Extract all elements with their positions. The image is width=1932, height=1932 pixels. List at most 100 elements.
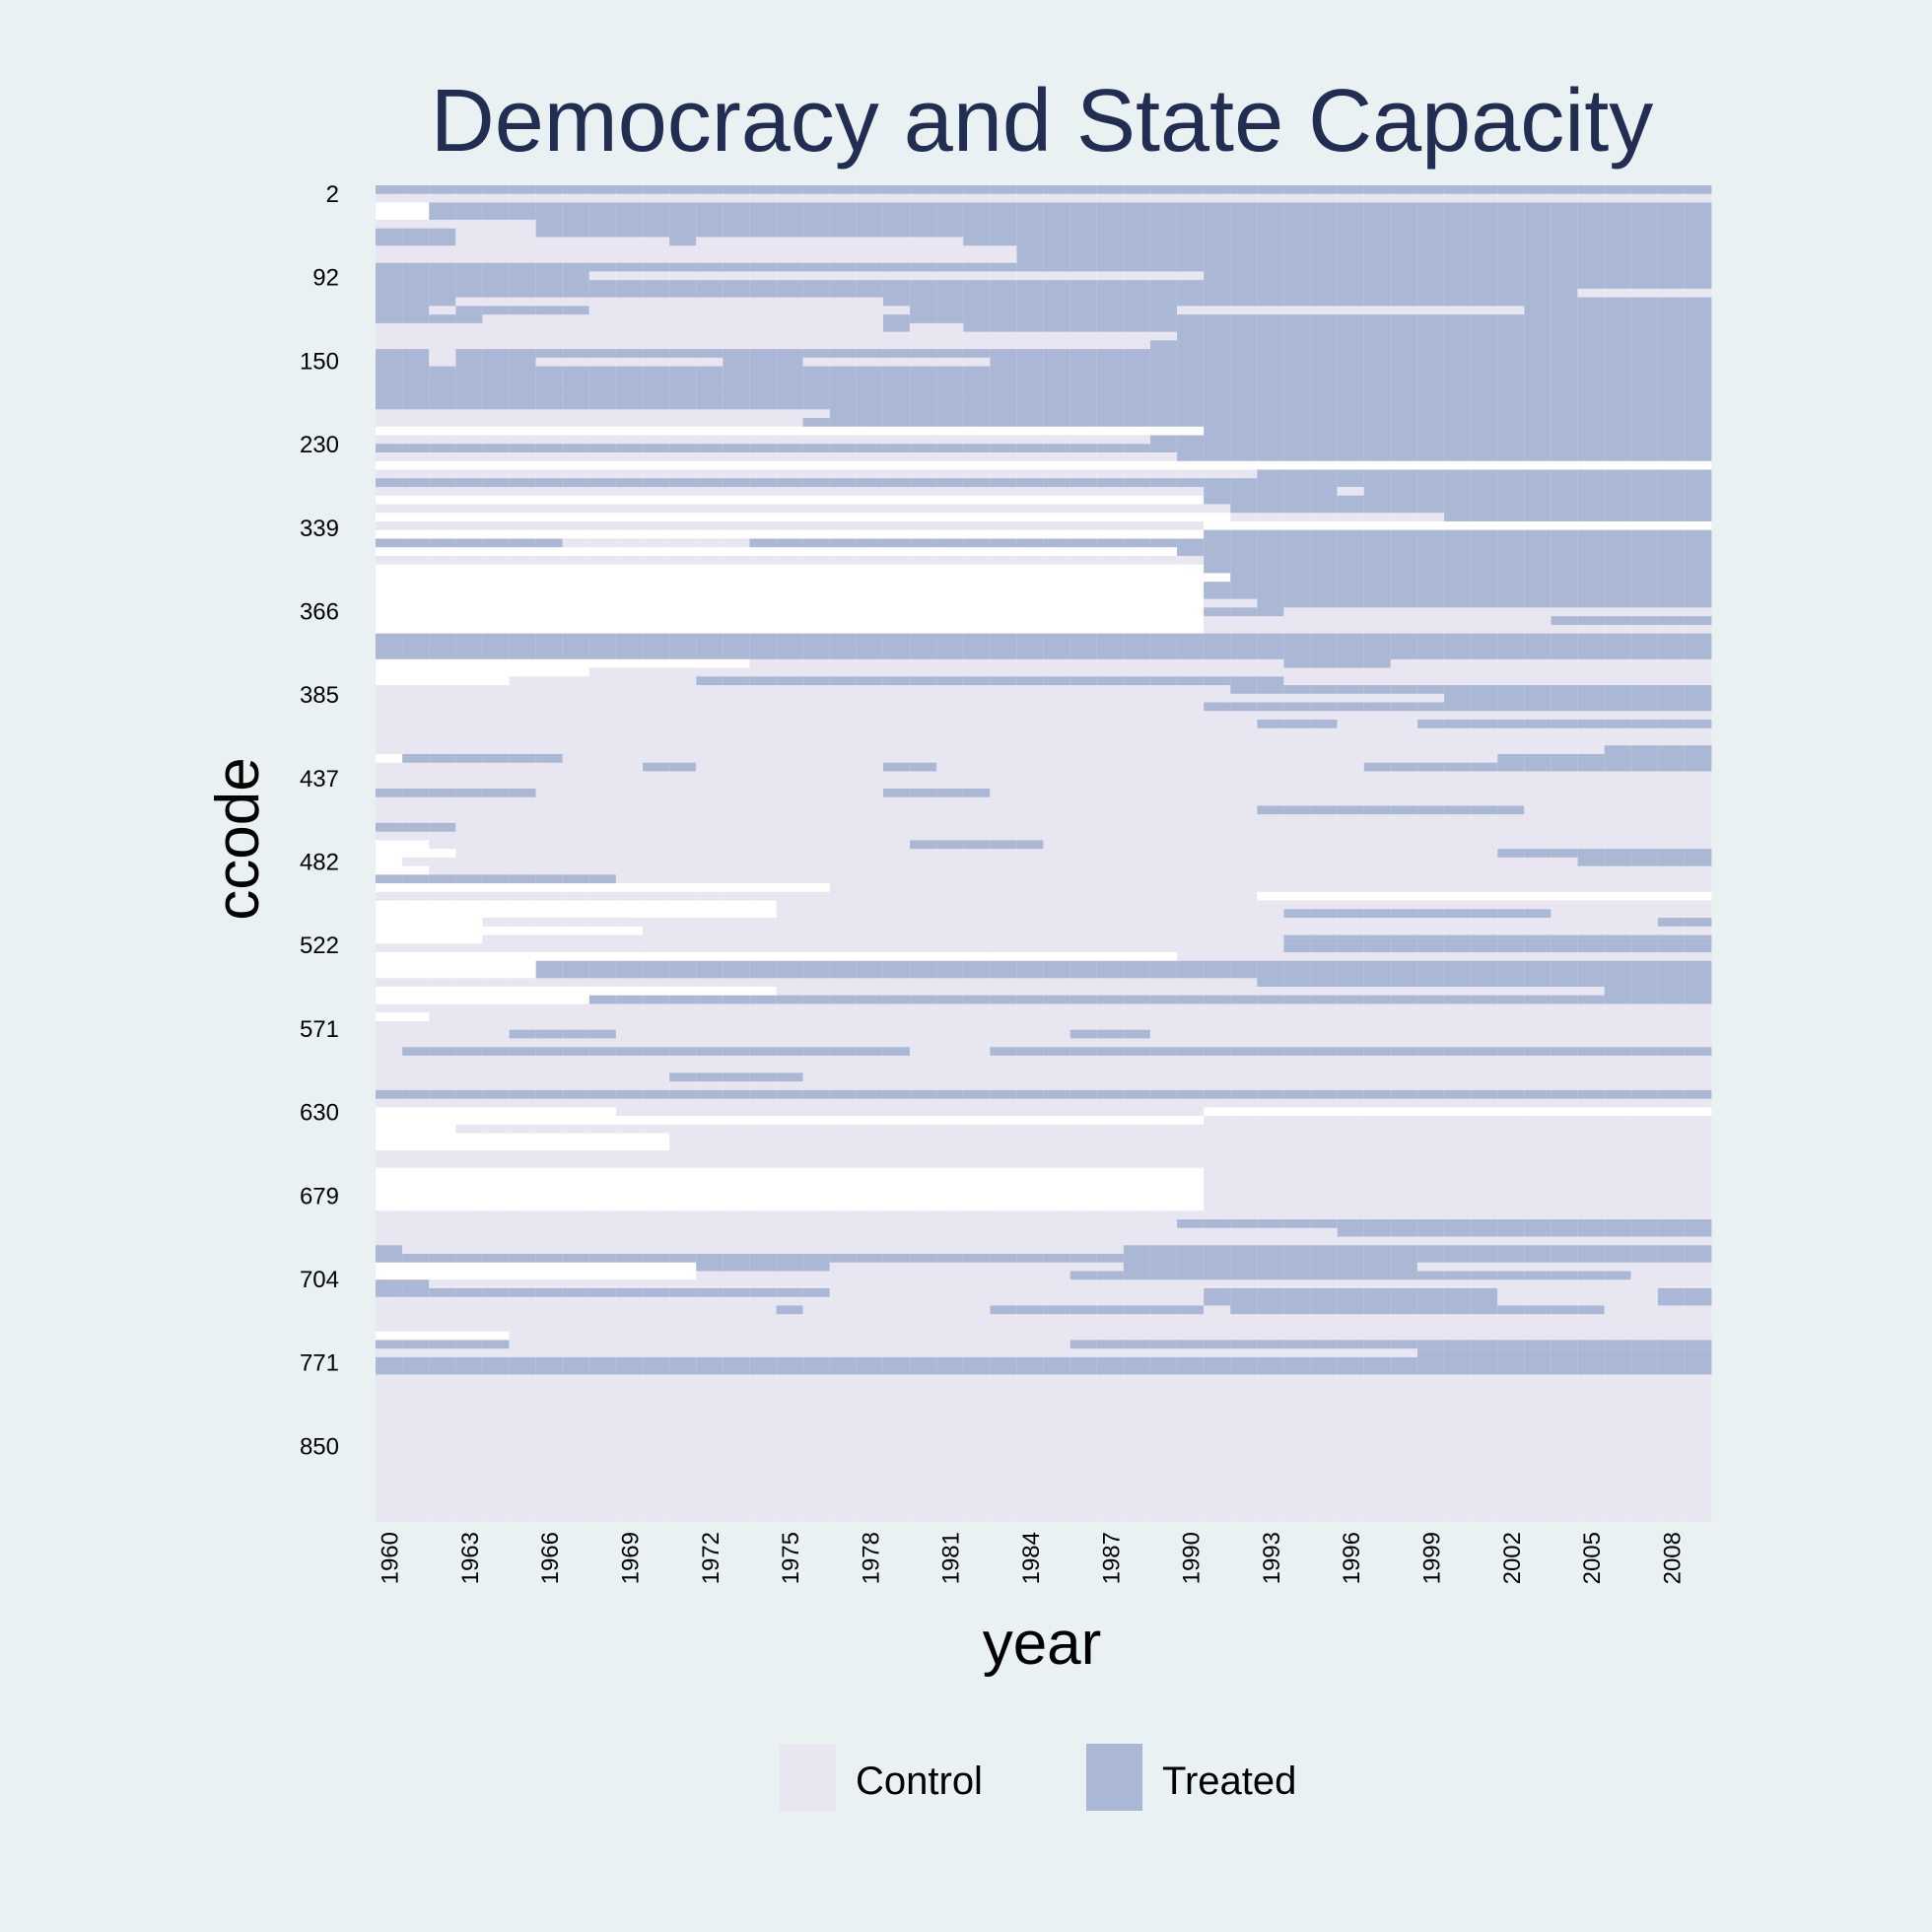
heatmap-cell (402, 753, 564, 764)
heatmap-cell (376, 995, 590, 1004)
heatmap-cell (1204, 589, 1231, 600)
heatmap-cell (376, 1443, 1712, 1453)
heatmap-cell (1204, 495, 1712, 505)
heatmap-cell (1043, 840, 1712, 850)
heatmap-cell (376, 582, 1205, 591)
legend-label-treated: Treated (1162, 1760, 1296, 1803)
heatmap-cell (1230, 478, 1712, 488)
heatmap-cell (376, 331, 1178, 341)
heatmap-cell (1283, 909, 1552, 919)
heatmap-cell (376, 1236, 1712, 1246)
heatmap-cell (1123, 1254, 1712, 1264)
heatmap-cell (376, 1081, 1712, 1091)
heatmap-cell (1444, 306, 1472, 315)
heatmap-cell (882, 314, 1472, 324)
heatmap-cell (1204, 435, 1712, 445)
heatmap-cell (376, 831, 1712, 841)
heatmap-cell (749, 658, 1284, 668)
heatmap-cell (376, 1460, 1712, 1470)
heatmap-cell (1204, 1116, 1712, 1126)
heatmap-cell (429, 1279, 1712, 1289)
heatmap-cell (376, 1012, 430, 1022)
heatmap-cell (1257, 805, 1525, 815)
heatmap-cell (376, 1029, 510, 1039)
heatmap-cell (376, 340, 430, 350)
heatmap-cell (376, 1271, 697, 1280)
heatmap-cell (376, 1417, 1712, 1427)
heatmap-cell (829, 418, 1712, 428)
y-tick-label: 571 (300, 1016, 339, 1043)
heatmap-cell (669, 237, 697, 246)
heatmap-cell (376, 228, 456, 238)
heatmap-cell (562, 753, 1498, 764)
heatmap-cell (1444, 693, 1712, 703)
heatmap-cell (376, 375, 1712, 384)
y-tick-label: 704 (300, 1267, 339, 1293)
heatmap-cell (376, 1400, 1712, 1410)
heatmap-cell (376, 1512, 1712, 1522)
heatmap-cell (429, 202, 1712, 212)
heatmap-cell (376, 322, 884, 333)
heatmap-cell (1497, 1296, 1659, 1306)
heatmap-cell (376, 1287, 430, 1298)
heatmap-cell (696, 676, 1231, 686)
heatmap-cell (1363, 486, 1712, 497)
heatmap-cell (1471, 314, 1712, 324)
heatmap-cell (990, 1305, 1205, 1315)
x-tick-label: 1999 (1419, 1532, 1446, 1584)
heatmap-cell (1204, 504, 1231, 514)
heatmap-cell (1551, 909, 1712, 919)
heatmap-cell (376, 667, 590, 677)
heatmap-cell (1177, 547, 1712, 557)
heatmap-cell (376, 616, 1205, 626)
heatmap-cell (829, 1287, 1205, 1298)
heatmap-cell (376, 676, 510, 686)
heatmap-cell (376, 237, 456, 246)
heatmap-cell (376, 978, 590, 988)
y-tick-label: 850 (300, 1433, 339, 1460)
heatmap-cell (1204, 1193, 1712, 1203)
heatmap-cell (376, 409, 831, 419)
heatmap-cell (1604, 987, 1712, 997)
heatmap-cell (376, 969, 536, 979)
heatmap-cell (1204, 486, 1258, 497)
heatmap-cell (1204, 1167, 1712, 1177)
legend-swatch-treated (1086, 1744, 1142, 1811)
heatmap-cell (376, 478, 1231, 488)
y-axis-title: ccode (204, 757, 272, 920)
heatmap-cell (1497, 1287, 1659, 1298)
heatmap-cell (376, 202, 430, 212)
heatmap-cell (376, 418, 803, 428)
heatmap-cell (882, 297, 1445, 307)
heatmap-cell (376, 891, 1258, 901)
heatmap-cell (376, 314, 483, 324)
heatmap-cell (376, 720, 1258, 729)
heatmap-cell (376, 271, 590, 281)
heatmap-cell (376, 865, 430, 875)
heatmap-cell (455, 228, 536, 238)
heatmap-cell (588, 978, 1258, 988)
heatmap-cell (376, 1314, 1712, 1324)
heatmap-cell (376, 849, 456, 859)
heatmap-cell (429, 865, 1712, 875)
heatmap-cell (482, 918, 1659, 928)
heatmap-cell (376, 1072, 670, 1082)
heatmap-cell (1123, 1262, 1418, 1272)
heatmap-cell (1230, 685, 1445, 695)
chart-title: Democracy and State Capacity (431, 72, 1654, 171)
heatmap-cell (1204, 598, 1258, 608)
heatmap-cell (376, 1262, 697, 1272)
y-tick-label: 522 (300, 932, 339, 959)
y-tick-label: 339 (300, 516, 339, 542)
heatmap-cell (1444, 513, 1712, 522)
heatmap-cell (829, 1262, 1125, 1272)
heatmap-cell (1416, 720, 1712, 729)
heatmap-cell (376, 1348, 1712, 1358)
heatmap-cell (802, 418, 831, 428)
heatmap-cell (376, 1478, 1712, 1487)
heatmap-cell (376, 926, 483, 935)
heatmap-cell (376, 598, 1205, 608)
heatmap-cell (882, 306, 911, 315)
heatmap-cell (776, 1305, 803, 1315)
